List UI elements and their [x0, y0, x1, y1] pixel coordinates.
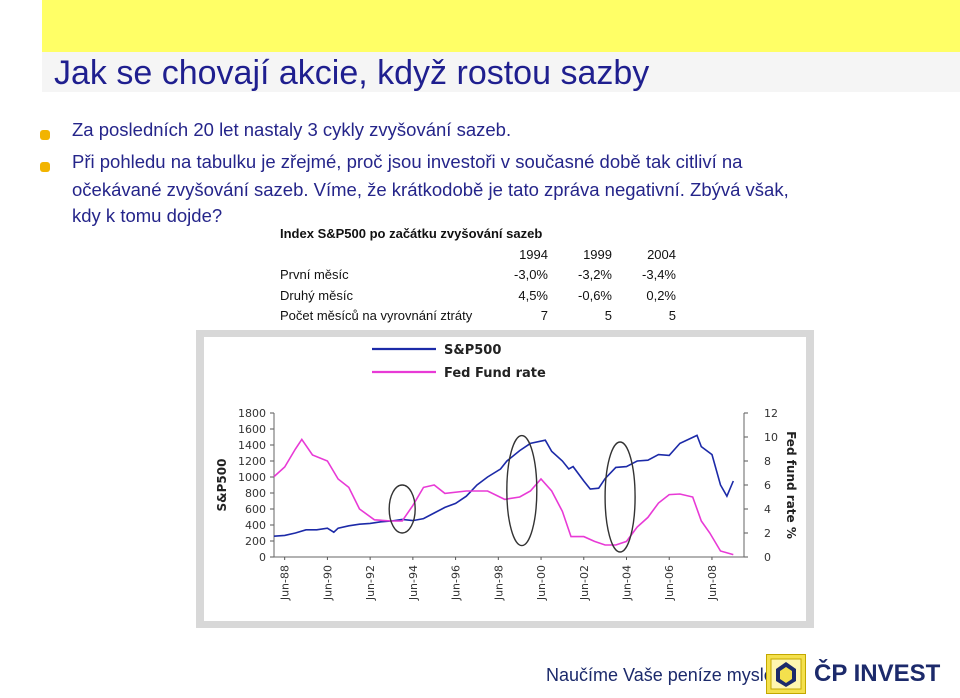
- brand-name: ČP INVEST: [814, 660, 941, 687]
- table-year-header: 1999: [583, 246, 612, 262]
- table-year-header: 1994: [519, 246, 548, 262]
- table-row: První měsíc -3,0% -3,2% -3,4%: [276, 265, 680, 286]
- y-tick-label: 1400: [238, 439, 266, 452]
- x-tick-label: Jun-94: [407, 565, 420, 601]
- bullet-text-1: Za posledních 20 let nastaly 3 cykly zvy…: [72, 119, 512, 140]
- table-row-label: První měsíc: [280, 267, 349, 282]
- table-year-header: 2004: [647, 246, 676, 262]
- table-cell: -0,6%: [578, 287, 612, 303]
- x-tick-label: Jun-92: [364, 565, 377, 601]
- chart-area: S&P500 Fed Fund rate 0 200 400 600 800 1000 120…: [204, 337, 806, 621]
- annotation-ellipse: [506, 434, 538, 547]
- y-tick-label: 1600: [238, 423, 266, 436]
- x-tick-label: Jun-96: [450, 565, 463, 601]
- x-tick-label: Jun-08: [706, 565, 719, 601]
- table-row: Počet měsíců na vyrovnání ztráty 7 5 5: [276, 306, 680, 327]
- y2-axis-title: Fed fund rate %: [784, 431, 798, 539]
- y2-tick-label: 2: [764, 527, 771, 540]
- table-cell: 4,5%: [518, 287, 548, 303]
- y2-tick-label: 6: [764, 479, 771, 492]
- y-tick-label: 400: [245, 519, 266, 532]
- title-bar: [42, 52, 960, 92]
- x-tick-label: Jun-06: [663, 565, 676, 601]
- y-tick-label: 1200: [238, 455, 266, 468]
- footer-slogan: Naučíme Vaše peníze myslet: [546, 665, 779, 685]
- chart-legend: S&P500 Fed Fund rate: [372, 343, 546, 381]
- chart-annotations: [388, 434, 636, 553]
- x-tick-label: Jun-00: [535, 565, 548, 601]
- y2-tick-label: 8: [764, 455, 771, 468]
- legend-label: S&P500: [444, 343, 501, 358]
- chart-lines: [273, 434, 735, 556]
- table-row: Druhý měsíc 4,5% -0,6% 0,2%: [276, 286, 680, 307]
- x-tick-label: Jun-02: [578, 565, 591, 601]
- table-cell: 0,2%: [646, 287, 676, 303]
- table-cell: 5: [668, 308, 676, 323]
- bullet-icon: [40, 162, 50, 172]
- cp-invest-logo-icon: [766, 654, 806, 694]
- x-tick-label: Jun-98: [492, 565, 505, 601]
- y-tick-label: 0: [259, 551, 266, 564]
- x-tick-label: Jun-04: [621, 565, 634, 601]
- table-row-label: Druhý měsíc: [280, 287, 353, 303]
- annotation-ellipse: [604, 441, 636, 553]
- table-cell: -3,2%: [578, 267, 612, 282]
- y-tick-label: 200: [245, 535, 266, 548]
- y2-tick-label: 10: [764, 431, 778, 444]
- annotation-ellipse: [388, 484, 416, 534]
- x-tick-label: Jun-88: [279, 565, 292, 601]
- bullet-text-2-line-2: očekávané zvyšování sazeb. Víme, že krát…: [72, 179, 789, 200]
- y-tick-label: 600: [245, 503, 266, 516]
- slide-title: Jak se chovají akcie, když rostou sazby: [54, 54, 650, 92]
- table-title-row: Index S&P500 po začátku zvyšování sazeb: [276, 224, 680, 245]
- y-axis-title: S&P500: [215, 459, 229, 512]
- table-header-row: 1994 1999 2004: [276, 245, 680, 266]
- table-cell: -3,0%: [514, 267, 548, 282]
- table-title: Index S&P500 po začátku zvyšování sazeb: [280, 226, 543, 241]
- sp500-line: [273, 434, 735, 537]
- table-cell: 5: [604, 308, 612, 323]
- y-tick-label: 1800: [238, 407, 266, 420]
- bullet-text-2-line-3: kdy k tomu dojde?: [72, 205, 223, 226]
- bullet-icon: [40, 130, 50, 140]
- table-cell: -3,4%: [642, 267, 676, 282]
- fed-rate-line: [273, 437, 734, 556]
- legend-label: Fed Fund rate: [444, 366, 546, 381]
- y2-tick-label: 12: [764, 407, 778, 420]
- y-tick-label: 800: [245, 487, 266, 500]
- slide-header-band: [42, 0, 960, 52]
- y-tick-label: 1000: [238, 471, 266, 484]
- y2-tick-label: 0: [764, 551, 771, 564]
- table-row-label: Počet měsíců na vyrovnání ztráty: [280, 308, 473, 323]
- x-tick-label: Jun-90: [321, 565, 334, 601]
- chart-axes: 0 200 400 600 800 1000 1200 1400 1600 1800 0 2 4 6 8 10…: [215, 407, 798, 601]
- bullet-text-2: Při pohledu na tabulku je zřejmé, proč j…: [72, 151, 743, 172]
- y2-tick-label: 4: [764, 503, 771, 516]
- table-cell: 7: [540, 308, 548, 323]
- sp500-rate-hike-table: Index S&P500 po začátku zvyšování sazeb …: [276, 224, 680, 327]
